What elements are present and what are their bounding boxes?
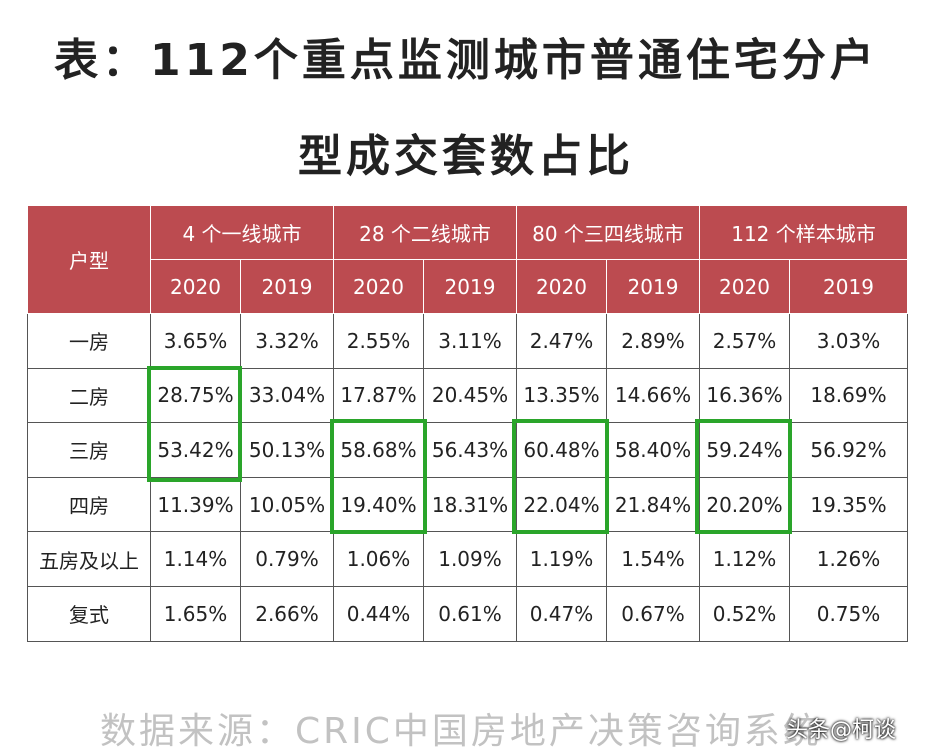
row-label: 二房 [27,367,151,424]
table-cell: 1.54% [606,531,700,587]
group-header: 4 个一线城市 [150,205,334,260]
year-header: 2019 [789,259,908,314]
table-cell: 22.04% [516,476,607,533]
table-cell: 58.68% [333,422,424,478]
table-row: 一房 3.65% 3.32% 2.55% 3.11% 2.47% 2.89% 2… [27,313,908,369]
table-cell: 2.66% [240,585,334,642]
table-cell: 1.09% [423,531,517,587]
table-cell: 1.19% [516,531,607,587]
table-cell: 18.31% [423,476,517,533]
year-header: 2020 [516,259,607,314]
row-label: 四房 [27,476,151,533]
row-label: 一房 [27,313,151,369]
table-cell: 2.89% [606,313,700,369]
table-cell: 10.05% [240,476,334,533]
table-cell: 1.12% [699,531,790,587]
year-header: 2019 [423,259,517,314]
table-cell: 3.11% [423,313,517,369]
table-cell: 17.87% [333,367,424,424]
table-row: 五房及以上 1.14% 0.79% 1.06% 1.09% 1.19% 1.54… [27,531,908,587]
table-cell: 53.42% [150,422,241,478]
table-cell: 19.35% [789,476,908,533]
table-cell: 3.03% [789,313,908,369]
row-label: 五房及以上 [27,531,151,587]
header-row-years: 2020 2019 2020 2019 2020 2019 2020 2019 [28,259,908,314]
table-cell: 56.43% [423,422,517,478]
row-label: 复式 [27,585,151,642]
table-cell: 0.79% [240,531,334,587]
table-cell: 0.75% [789,585,908,642]
year-header: 2019 [606,259,700,314]
table-cell: 60.48% [516,422,607,478]
table-cell: 1.26% [789,531,908,587]
table-cell: 19.40% [333,476,424,533]
table-cell: 58.40% [606,422,700,478]
page-title-line2: 型成交套数占比 [298,131,634,182]
table-cell: 33.04% [240,367,334,424]
table-cell: 14.66% [606,367,700,424]
table-cell: 28.75% [150,367,241,424]
table-row: 四房 11.39% 10.05% 19.40% 18.31% 22.04% 21… [27,476,908,533]
table-cell: 1.06% [333,531,424,587]
table-cell: 50.13% [240,422,334,478]
year-header: 2019 [240,259,334,314]
year-header: 2020 [699,259,790,314]
row-label: 三房 [27,422,151,478]
table-cell: 2.47% [516,313,607,369]
table-cell: 1.14% [150,531,241,587]
table-cell: 56.92% [789,422,908,478]
table-cell: 20.20% [699,476,790,533]
table-cell: 0.61% [423,585,517,642]
table-cell: 2.55% [333,313,424,369]
table-cell: 0.52% [699,585,790,642]
table-cell: 0.67% [606,585,700,642]
year-header: 2020 [333,259,424,314]
header-row-groups: 户型 4 个一线城市 28 个二线城市 80 个三四线城市 112 个样本城市 [27,205,908,314]
table-row: 三房 53.42% 50.13% 58.68% 56.43% 60.48% 58… [27,422,908,478]
table-cell: 3.32% [240,313,334,369]
table-cell: 11.39% [150,476,241,533]
page-title-line1: 表：112个重点监测城市普通住宅分户 [54,35,878,86]
table-cell: 0.47% [516,585,607,642]
group-header: 112 个样本城市 [699,205,908,260]
table-cell: 59.24% [699,422,790,478]
table-cell: 2.57% [699,313,790,369]
data-table: 户型 4 个一线城市 28 个二线城市 80 个三四线城市 112 个样本城市 … [27,205,908,642]
table-cell: 0.44% [333,585,424,642]
table-cell: 1.65% [150,585,241,642]
corner-header: 户型 [27,205,151,314]
watermark: 头条@柯谈 [786,718,897,743]
data-source-note: 数据来源：CRIC中国房地产决策咨询系统 [100,711,822,752]
table-cell: 3.65% [150,313,241,369]
table-cell: 21.84% [606,476,700,533]
table-cell: 20.45% [423,367,517,424]
table-cell: 13.35% [516,367,607,424]
year-header: 2020 [150,259,241,314]
table-cell: 18.69% [789,367,908,424]
group-header: 80 个三四线城市 [516,205,700,260]
table-cell: 16.36% [699,367,790,424]
table-row: 二房 28.75% 33.04% 17.87% 20.45% 13.35% 14… [27,367,908,424]
table-row: 复式 1.65% 2.66% 0.44% 0.61% 0.47% 0.67% 0… [27,585,908,642]
group-header: 28 个二线城市 [333,205,517,260]
